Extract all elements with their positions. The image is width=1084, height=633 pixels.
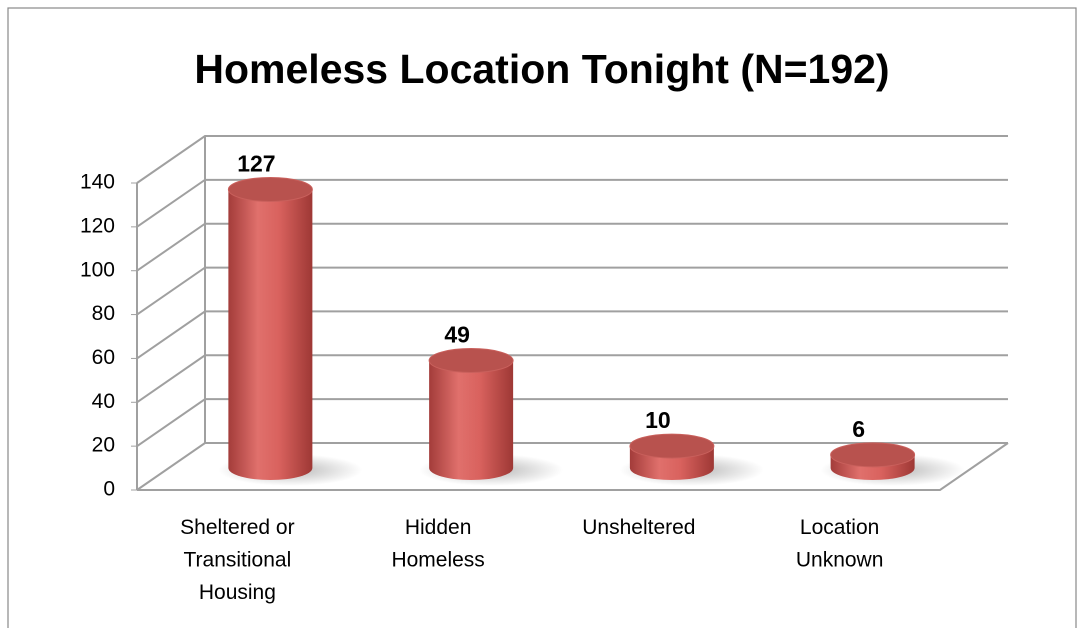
- bar-top: [227, 177, 313, 203]
- data-label: 127: [237, 151, 275, 177]
- y-tick-label: 20: [92, 434, 115, 457]
- chart-title: Homeless Location Tonight (N=192): [194, 46, 889, 92]
- data-label: 10: [645, 407, 671, 433]
- y-tick-label: 60: [92, 346, 115, 369]
- y-tick-label: 40: [92, 390, 115, 413]
- x-tick-label: Hidden Homeless: [391, 516, 484, 572]
- chart-frame: [7, 7, 1077, 633]
- bar-top: [629, 433, 715, 459]
- y-tick-label: 100: [80, 258, 115, 281]
- bar: [228, 189, 313, 480]
- data-label: 6: [852, 416, 865, 442]
- y-tick-label: 140: [80, 171, 115, 194]
- bar-top: [830, 442, 916, 468]
- y-tick-label: 0: [103, 478, 115, 501]
- bar: [429, 360, 514, 480]
- y-tick-label: 80: [92, 302, 115, 325]
- y-tick-label: 120: [80, 214, 115, 237]
- x-tick-label: Sheltered or Transitional Housing: [180, 516, 294, 604]
- x-tick-label: Unsheltered: [582, 516, 695, 539]
- data-label: 49: [444, 322, 470, 348]
- bar-top: [428, 348, 514, 374]
- x-tick-label: Location Unknown: [796, 516, 884, 572]
- floor: [137, 442, 1009, 491]
